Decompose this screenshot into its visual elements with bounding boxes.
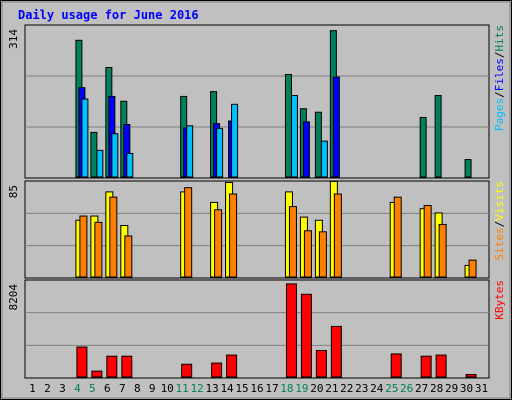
legend-1: Pages/Files/Hits bbox=[493, 25, 506, 131]
bar-files-day-19 bbox=[302, 121, 310, 178]
bar-pages-day-18 bbox=[290, 95, 298, 178]
x-tick-label-day-26: 26 bbox=[400, 382, 413, 395]
bar-kbytes-day-19 bbox=[300, 293, 312, 378]
bar-pages-day-13 bbox=[216, 127, 224, 178]
bar-kbytes-day-25 bbox=[390, 353, 402, 378]
bar-hits-day-27 bbox=[419, 116, 427, 178]
bar-kbytes-day-13 bbox=[211, 362, 223, 378]
x-tick-label-day-29: 29 bbox=[445, 382, 458, 395]
x-tick-label-day-13: 13 bbox=[205, 382, 218, 395]
bar-sites-day-25 bbox=[393, 196, 402, 278]
x-tick-label-day-6: 6 bbox=[104, 382, 111, 395]
x-tick-label-day-16: 16 bbox=[250, 382, 263, 395]
x-tick-label-day-31: 31 bbox=[475, 382, 488, 395]
x-tick-label-day-3: 3 bbox=[59, 382, 66, 395]
x-tick-label-day-7: 7 bbox=[119, 382, 126, 395]
bar-sites-day-21 bbox=[333, 193, 342, 278]
y-max-label-1: 314 bbox=[7, 29, 20, 49]
y-max-label-3: 8204 bbox=[7, 284, 20, 311]
x-tick-label-day-11: 11 bbox=[176, 382, 189, 395]
bar-kbytes-day-18 bbox=[285, 283, 297, 378]
bar-kbytes-day-20 bbox=[315, 349, 327, 378]
bar-pages-day-6 bbox=[111, 133, 119, 178]
bar-kbytes-day-14 bbox=[226, 354, 238, 378]
legend-entry: Sites bbox=[493, 227, 506, 260]
x-tick-label-day-5: 5 bbox=[89, 382, 96, 395]
bar-sites-day-7 bbox=[124, 235, 133, 278]
legend-entry: KBytes bbox=[493, 280, 506, 320]
bar-sites-day-27 bbox=[423, 205, 432, 278]
chart-title: Daily usage for June 2016 bbox=[18, 8, 199, 22]
x-tick-label-day-9: 9 bbox=[149, 382, 156, 395]
x-tick-label-day-22: 22 bbox=[340, 382, 353, 395]
bar-kbytes-day-4 bbox=[76, 346, 88, 378]
x-tick-label-day-2: 2 bbox=[44, 382, 51, 395]
legend-3: KBytes bbox=[493, 280, 506, 320]
bar-kbytes-day-21 bbox=[330, 325, 342, 378]
x-tick-label-day-21: 21 bbox=[325, 382, 338, 395]
bar-sites-day-28 bbox=[438, 223, 447, 278]
bar-hits-day-20 bbox=[314, 111, 322, 178]
legend-entry: Visits bbox=[493, 181, 506, 221]
bar-pages-day-5 bbox=[96, 149, 104, 178]
x-tick-label-day-4: 4 bbox=[74, 382, 81, 395]
panel-frame-3 bbox=[24, 279, 490, 379]
x-tick-label-day-17: 17 bbox=[265, 382, 278, 395]
bar-sites-day-14 bbox=[229, 193, 238, 278]
bar-hits-day-5 bbox=[90, 131, 98, 178]
bar-sites-day-5 bbox=[94, 221, 103, 278]
bar-pages-day-11 bbox=[186, 125, 194, 178]
bar-sites-day-30 bbox=[468, 259, 477, 278]
x-tick-label-day-1: 1 bbox=[29, 382, 36, 395]
x-tick-label-day-24: 24 bbox=[370, 382, 384, 395]
bar-sites-day-11 bbox=[184, 187, 193, 278]
bar-sites-day-19 bbox=[303, 230, 312, 278]
bar-kbytes-day-7 bbox=[121, 355, 133, 378]
bar-kbytes-day-30 bbox=[465, 374, 477, 378]
bar-hits-day-28 bbox=[434, 95, 442, 178]
legend-entry: Hits bbox=[493, 25, 506, 52]
bar-sites-day-20 bbox=[318, 231, 327, 278]
bar-kbytes-day-11 bbox=[181, 363, 193, 378]
bar-hits-day-18 bbox=[284, 74, 292, 178]
x-tick-label-day-23: 23 bbox=[355, 382, 368, 395]
bar-pages-day-14 bbox=[231, 103, 239, 178]
x-tick-label-day-20: 20 bbox=[310, 382, 323, 395]
x-tick-label-day-27: 27 bbox=[415, 382, 428, 395]
x-tick-label-day-30: 30 bbox=[460, 382, 473, 395]
bar-hits-day-30 bbox=[464, 159, 472, 178]
legend-entry: / bbox=[493, 221, 506, 228]
bar-pages-day-7 bbox=[126, 152, 134, 178]
bar-files-day-21 bbox=[332, 76, 340, 178]
bar-sites-day-18 bbox=[288, 206, 297, 278]
legend-entry: Files bbox=[493, 58, 506, 91]
x-tick-label-day-12: 12 bbox=[191, 382, 204, 395]
bar-sites-day-6 bbox=[109, 196, 118, 278]
bar-pages-day-20 bbox=[320, 140, 328, 178]
bar-kbytes-day-28 bbox=[435, 354, 447, 378]
bar-kbytes-day-27 bbox=[420, 355, 432, 378]
x-tick-label-day-8: 8 bbox=[134, 382, 141, 395]
legend-entry: / bbox=[493, 52, 506, 59]
legend-entry: Pages bbox=[493, 98, 506, 131]
x-tick-label-day-15: 15 bbox=[235, 382, 248, 395]
bar-sites-day-13 bbox=[214, 209, 223, 278]
bar-kbytes-day-6 bbox=[106, 355, 118, 378]
bar-sites-day-4 bbox=[79, 215, 88, 278]
x-tick-label-day-19: 19 bbox=[295, 382, 308, 395]
bar-pages-day-4 bbox=[81, 98, 89, 178]
x-tick-label-day-25: 25 bbox=[385, 382, 398, 395]
x-tick-label-day-10: 10 bbox=[161, 382, 174, 395]
x-tick-label-day-18: 18 bbox=[280, 382, 293, 395]
x-tick-label-day-14: 14 bbox=[220, 382, 234, 395]
y-max-label-2: 85 bbox=[7, 185, 20, 198]
bar-kbytes-day-5 bbox=[91, 370, 103, 378]
legend-2: Sites/Visits bbox=[493, 181, 506, 261]
legend-entry: / bbox=[493, 91, 506, 98]
x-tick-label-day-28: 28 bbox=[430, 382, 443, 395]
